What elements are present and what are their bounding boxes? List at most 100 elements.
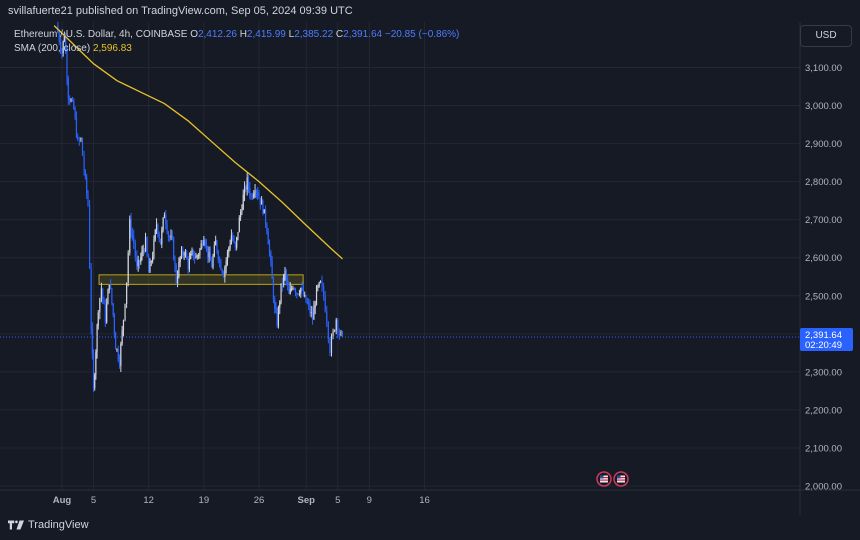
us-flag-event-icon[interactable] bbox=[596, 471, 612, 487]
candle-body bbox=[60, 41, 62, 51]
candle-body bbox=[133, 236, 135, 243]
candle-body bbox=[267, 231, 269, 245]
candle-body bbox=[187, 259, 189, 270]
legend-sma-row[interactable]: SMA (200, close) 2,596.83 bbox=[14, 42, 459, 56]
support-zone bbox=[98, 274, 304, 285]
candle-body bbox=[170, 235, 172, 238]
candle-body bbox=[199, 249, 201, 255]
flag-canton bbox=[617, 475, 621, 479]
candle-body bbox=[249, 187, 251, 196]
candle-body bbox=[87, 193, 89, 205]
candle-body bbox=[124, 304, 126, 321]
candle-body bbox=[258, 195, 260, 198]
candle-body bbox=[159, 238, 162, 245]
candle-body bbox=[114, 332, 117, 350]
candle-body bbox=[84, 171, 86, 177]
tradingview-logo[interactable]: TradingView bbox=[8, 519, 89, 531]
candle-body bbox=[127, 252, 129, 283]
x-tick-label: 19 bbox=[199, 495, 210, 506]
candle-body bbox=[335, 319, 337, 331]
candle-body bbox=[289, 288, 291, 294]
y-tick-label: 2,300.00 bbox=[805, 367, 842, 378]
candle-body bbox=[314, 305, 316, 308]
event-flags[interactable] bbox=[596, 471, 629, 487]
flag-field bbox=[617, 475, 625, 483]
candle-body bbox=[148, 255, 150, 273]
candle-body bbox=[61, 50, 63, 54]
candle-body bbox=[175, 265, 177, 283]
y-tick-label: 2,600.00 bbox=[805, 253, 842, 264]
candle-body bbox=[146, 237, 148, 256]
candle-body bbox=[211, 260, 213, 268]
legend-high-label: H bbox=[239, 29, 247, 40]
candle-body bbox=[174, 259, 176, 266]
candle-body bbox=[90, 268, 92, 329]
y-tick-label: 2,500.00 bbox=[805, 291, 842, 302]
candle-body bbox=[154, 230, 156, 240]
currency-button[interactable]: USD bbox=[800, 25, 852, 47]
candle-body bbox=[109, 285, 112, 289]
candle-body bbox=[138, 260, 141, 263]
candle-body bbox=[200, 243, 202, 250]
candle-body bbox=[70, 99, 72, 102]
tradingview-brand: TradingView bbox=[28, 519, 89, 531]
candle-body bbox=[140, 257, 142, 263]
tradingview-logo-icon bbox=[8, 520, 24, 530]
candle-body bbox=[191, 249, 193, 254]
candle-body bbox=[152, 256, 154, 262]
candle-body bbox=[212, 256, 214, 268]
sma-layer bbox=[53, 25, 343, 260]
candle-body bbox=[262, 200, 264, 214]
x-tick-label: 16 bbox=[419, 495, 430, 506]
price-chart[interactable]: 3,100.00 3,000.00 2,900.00 2,800.00 2,700.00… bbox=[0, 0, 860, 515]
candle-body bbox=[144, 237, 147, 252]
candle-body bbox=[91, 328, 93, 354]
us-flag-event-icon[interactable] bbox=[613, 471, 629, 487]
candle-body bbox=[122, 320, 125, 331]
candle-body bbox=[203, 240, 205, 246]
candle-body bbox=[254, 190, 256, 194]
candle-body bbox=[309, 304, 311, 313]
candle-body bbox=[302, 288, 304, 296]
top-bar: svillafuerte21 published on TradingView.… bbox=[0, 0, 860, 22]
candle-body bbox=[341, 331, 344, 333]
candle-body bbox=[264, 209, 267, 224]
candle-body bbox=[201, 243, 204, 246]
candle-body bbox=[171, 235, 173, 238]
candle-body bbox=[318, 282, 320, 287]
candle-body bbox=[240, 212, 242, 218]
candle-body bbox=[149, 261, 151, 273]
candle-body bbox=[104, 304, 106, 323]
candle-body bbox=[274, 299, 276, 309]
candle-body bbox=[120, 343, 122, 366]
candle-body bbox=[126, 282, 128, 305]
candle-body bbox=[111, 288, 113, 304]
flag-stripe bbox=[600, 479, 608, 481]
candle-body bbox=[94, 375, 96, 389]
candle-body bbox=[236, 237, 238, 248]
candle-body bbox=[334, 330, 336, 332]
flag-stripe bbox=[617, 479, 625, 481]
candle-body bbox=[242, 194, 244, 210]
legend-close: 2,391.64 bbox=[343, 29, 383, 40]
candle-body bbox=[246, 177, 248, 190]
candle-body bbox=[332, 331, 334, 338]
candle-body bbox=[209, 252, 212, 261]
candle-body bbox=[340, 331, 342, 336]
candle-body bbox=[300, 288, 302, 294]
candle-body bbox=[88, 204, 91, 269]
candle-body bbox=[311, 312, 314, 320]
y-tick-label: 2,000.00 bbox=[805, 482, 842, 493]
candle-body bbox=[326, 311, 328, 323]
candle-body bbox=[271, 260, 273, 279]
chart-grid bbox=[0, 22, 800, 490]
candle-body bbox=[112, 303, 114, 315]
candle-body bbox=[230, 235, 233, 244]
y-tick-label: 2,900.00 bbox=[805, 139, 842, 150]
candle-body bbox=[266, 223, 268, 232]
candle-body bbox=[221, 269, 223, 273]
candle-body bbox=[329, 339, 331, 354]
candle-body bbox=[143, 250, 145, 252]
candle-body bbox=[222, 272, 225, 278]
candle-body bbox=[116, 348, 118, 350]
